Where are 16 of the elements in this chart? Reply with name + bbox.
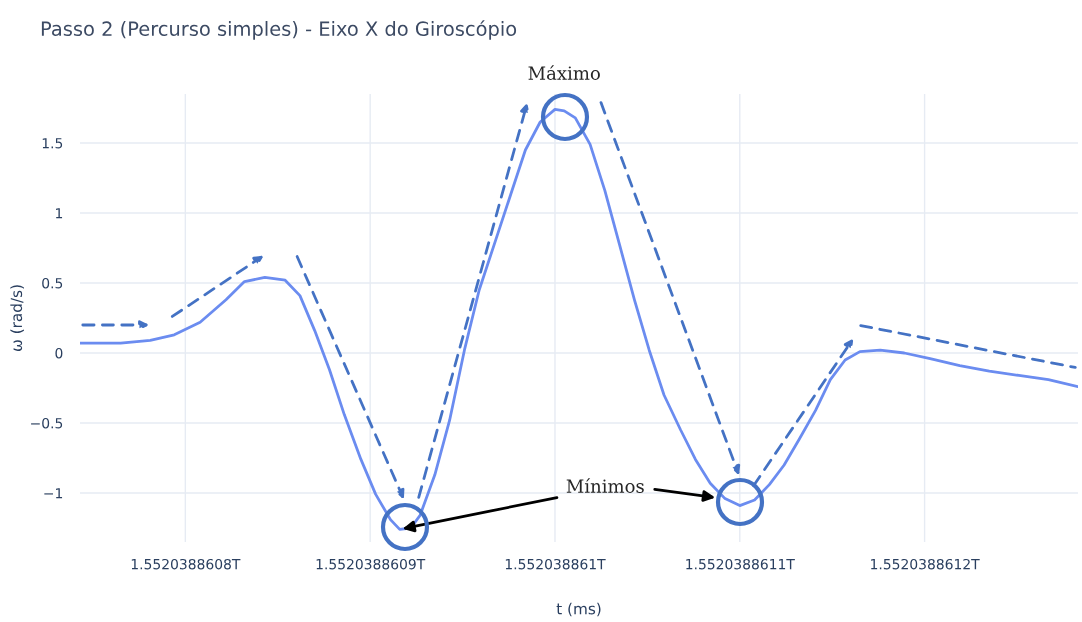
x-tick-label: 1.552038861T (505, 558, 606, 570)
y-tick-label: −1 (44, 488, 63, 499)
y-tick-label: 0 (55, 347, 63, 359)
annotation: Máximo (528, 65, 600, 80)
y-tick-label: 1 (56, 208, 63, 219)
annotation: Mínimos (566, 478, 644, 493)
x-tick-label: 1.5520388608T (131, 558, 241, 570)
x-tick-label: 1.5520388609T (316, 558, 426, 570)
x-tick-label: 1.5520388611T (686, 558, 795, 570)
y-tick-label: 0.5 (42, 277, 63, 289)
y-tick-label: 1.5 (42, 138, 63, 149)
y-tick-label: −0.5 (31, 417, 63, 429)
x-tick-label: 1.5520388612T (871, 558, 980, 570)
x-axis-title: t (ms) (556, 602, 601, 617)
y-axis-title: ω (rad/s) (10, 285, 24, 351)
chart-title: Passo 2 (Percurso simples) - Eixo X do Giroscópio (41, 20, 517, 40)
